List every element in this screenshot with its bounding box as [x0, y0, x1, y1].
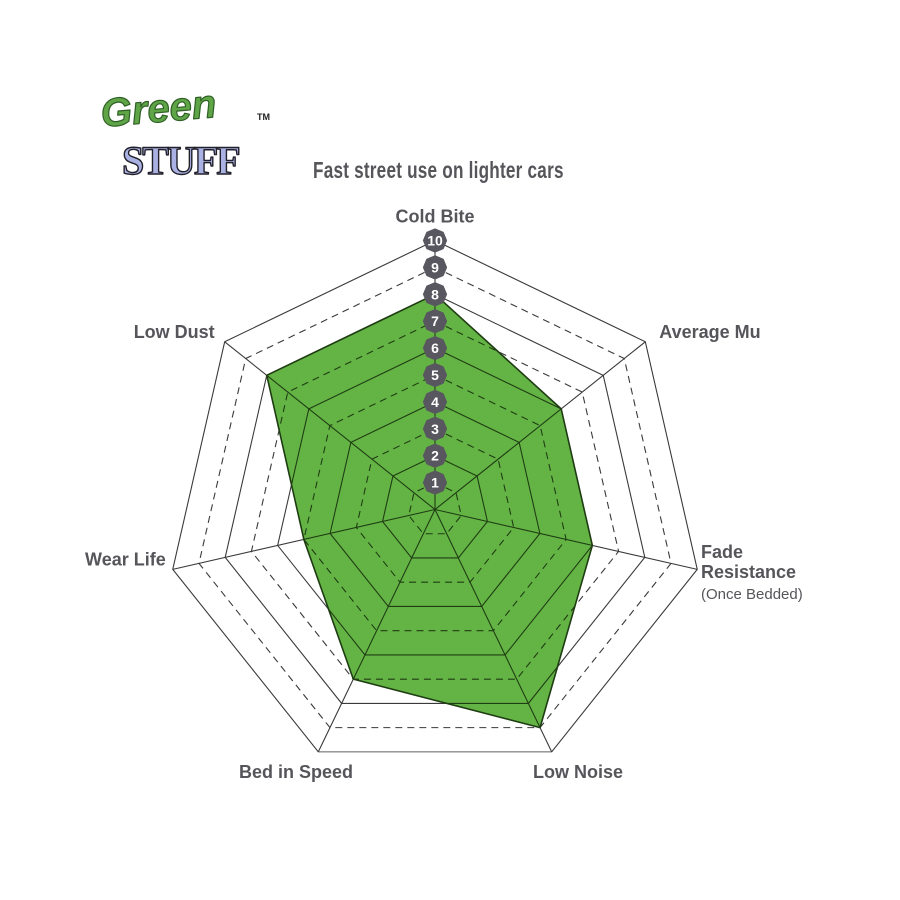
svg-text:Average Mu: Average Mu [659, 322, 760, 342]
svg-text:STUFF: STUFF [122, 138, 239, 183]
svg-text:6: 6 [431, 340, 439, 356]
svg-text:Fade: Fade [701, 542, 743, 562]
svg-text:8: 8 [431, 286, 439, 302]
svg-text:(Once Bedded): (Once Bedded) [701, 586, 803, 603]
svg-text:Low Noise: Low Noise [533, 762, 623, 782]
svg-text:Green: Green [100, 92, 218, 136]
svg-text:Resistance: Resistance [701, 562, 796, 582]
svg-text:TM: TM [257, 112, 270, 122]
svg-text:Wear Life: Wear Life [85, 549, 166, 569]
svg-text:9: 9 [431, 259, 439, 275]
svg-text:Bed in Speed: Bed in Speed [239, 762, 353, 782]
svg-text:7: 7 [431, 313, 439, 329]
svg-text:4: 4 [431, 394, 439, 410]
svg-text:Low Dust: Low Dust [134, 322, 215, 342]
svg-text:5: 5 [431, 367, 439, 383]
svg-text:2: 2 [431, 448, 439, 464]
svg-text:10: 10 [427, 233, 443, 249]
svg-text:1: 1 [431, 475, 439, 491]
svg-text:3: 3 [431, 421, 439, 437]
svg-text:Cold Bite: Cold Bite [396, 207, 475, 227]
